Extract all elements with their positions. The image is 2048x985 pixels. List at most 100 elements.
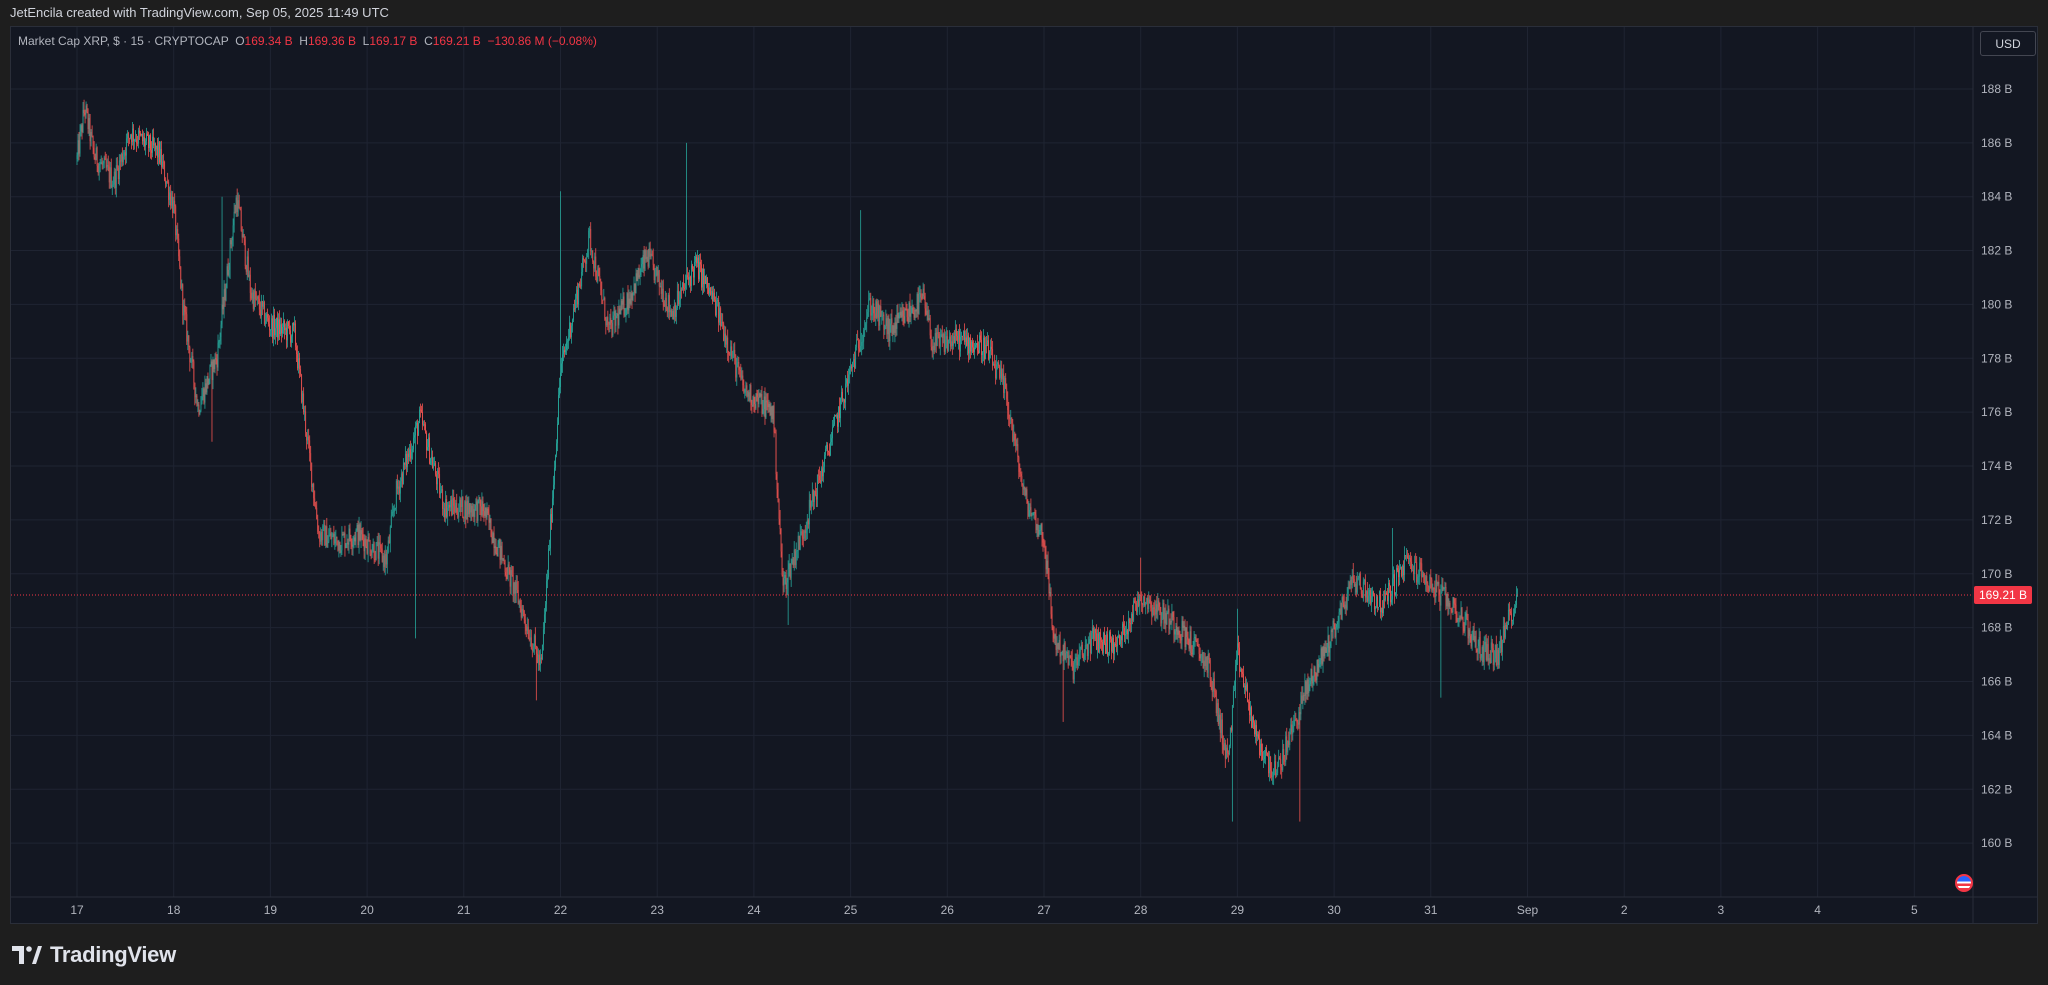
candle-body bbox=[720, 308, 722, 327]
candle-body bbox=[1048, 576, 1050, 594]
candle-body bbox=[427, 447, 428, 451]
candle-body bbox=[839, 406, 840, 419]
chart-pane[interactable] bbox=[10, 26, 2038, 924]
candle-body bbox=[879, 306, 881, 326]
candle-body bbox=[405, 454, 407, 468]
candle-body bbox=[429, 437, 430, 464]
candle-body bbox=[1280, 758, 1282, 767]
candle-body bbox=[781, 551, 783, 576]
candle-body bbox=[963, 331, 964, 336]
candle-body bbox=[1188, 639, 1190, 649]
candle-body bbox=[301, 374, 303, 403]
candle-body bbox=[111, 184, 113, 188]
candle-body bbox=[1118, 635, 1119, 638]
candle-body bbox=[237, 200, 239, 213]
us-flag-icon[interactable] bbox=[1955, 874, 1973, 892]
candle-body bbox=[1055, 634, 1057, 650]
candle-body bbox=[852, 362, 854, 369]
candle-body bbox=[563, 350, 564, 355]
candle-body bbox=[1067, 651, 1069, 666]
candle-body bbox=[550, 514, 551, 549]
candle-body bbox=[1243, 673, 1244, 687]
candle-body bbox=[1185, 627, 1187, 648]
candle-body bbox=[1295, 719, 1297, 721]
candle-body bbox=[1376, 596, 1377, 607]
candle-body bbox=[931, 346, 933, 352]
candle-body bbox=[752, 396, 754, 406]
candle-body bbox=[681, 282, 683, 290]
tradingview-logo[interactable]: TradingView bbox=[12, 942, 176, 968]
candle-body bbox=[524, 619, 526, 626]
candle-body bbox=[1279, 757, 1281, 759]
candle-body bbox=[1331, 630, 1333, 633]
candle-body bbox=[969, 337, 970, 354]
y-tick-label: 182 B bbox=[1981, 244, 2012, 258]
candle-body bbox=[878, 303, 880, 326]
candle-body bbox=[653, 264, 655, 281]
candle-body bbox=[796, 550, 798, 552]
candle-body bbox=[794, 549, 796, 565]
candle-body bbox=[141, 133, 142, 136]
candle-body bbox=[780, 528, 782, 552]
y-tick-label: 180 B bbox=[1981, 297, 2012, 311]
candle-body bbox=[259, 309, 261, 316]
candle-body bbox=[633, 283, 635, 293]
candle-body bbox=[587, 249, 589, 258]
candle-body bbox=[1472, 629, 1474, 632]
candle-body bbox=[628, 298, 630, 311]
candle-body bbox=[810, 501, 812, 508]
candle-body bbox=[1020, 473, 1022, 477]
candle-body bbox=[175, 206, 177, 236]
candle-body bbox=[1186, 627, 1188, 637]
candle-body bbox=[1104, 632, 1105, 644]
candle-body bbox=[1069, 655, 1071, 657]
candle-body bbox=[585, 261, 587, 264]
candle-body bbox=[516, 581, 518, 590]
candle-body bbox=[695, 256, 696, 262]
candle-body bbox=[620, 300, 622, 315]
candle-body bbox=[1001, 368, 1003, 380]
candle-body bbox=[1479, 637, 1481, 659]
candle-body bbox=[112, 184, 114, 186]
candle-body bbox=[306, 432, 308, 441]
candle-body bbox=[753, 396, 755, 405]
candle-body bbox=[379, 542, 381, 545]
candle-body bbox=[1391, 599, 1392, 603]
candle-body bbox=[132, 128, 133, 143]
candle-body bbox=[1015, 439, 1017, 447]
candle-body bbox=[448, 504, 450, 509]
candle-body bbox=[1097, 633, 1099, 653]
candle-body bbox=[567, 341, 568, 343]
candle-body bbox=[820, 468, 822, 483]
candle-body bbox=[1196, 640, 1198, 645]
candle-body bbox=[636, 273, 638, 281]
candle-body bbox=[600, 281, 602, 291]
candle-body bbox=[921, 297, 923, 299]
candle-body bbox=[1224, 743, 1226, 759]
candle-body bbox=[194, 382, 196, 398]
candle-body bbox=[1356, 578, 1358, 593]
candle-body bbox=[957, 330, 959, 342]
candle-body bbox=[609, 317, 611, 325]
candle-body bbox=[792, 559, 794, 566]
candle-body bbox=[577, 289, 579, 305]
candle-body bbox=[698, 257, 699, 280]
candle-body bbox=[1131, 613, 1133, 625]
candle-body bbox=[108, 166, 110, 183]
candle-body bbox=[911, 307, 913, 314]
candle-body bbox=[847, 379, 848, 386]
candle-body bbox=[530, 637, 532, 650]
candle-body bbox=[1215, 691, 1217, 714]
currency-button[interactable]: USD bbox=[1980, 31, 2036, 56]
candle-body bbox=[1247, 684, 1248, 702]
candle-body bbox=[519, 600, 521, 607]
candle-body bbox=[975, 345, 976, 348]
candle-body bbox=[1355, 584, 1357, 593]
candle-body bbox=[339, 541, 341, 553]
candle-body bbox=[553, 484, 554, 499]
candle-body bbox=[584, 260, 586, 262]
candle-body bbox=[1442, 585, 1444, 590]
candle-body bbox=[1358, 573, 1360, 578]
candle-body bbox=[330, 533, 332, 540]
